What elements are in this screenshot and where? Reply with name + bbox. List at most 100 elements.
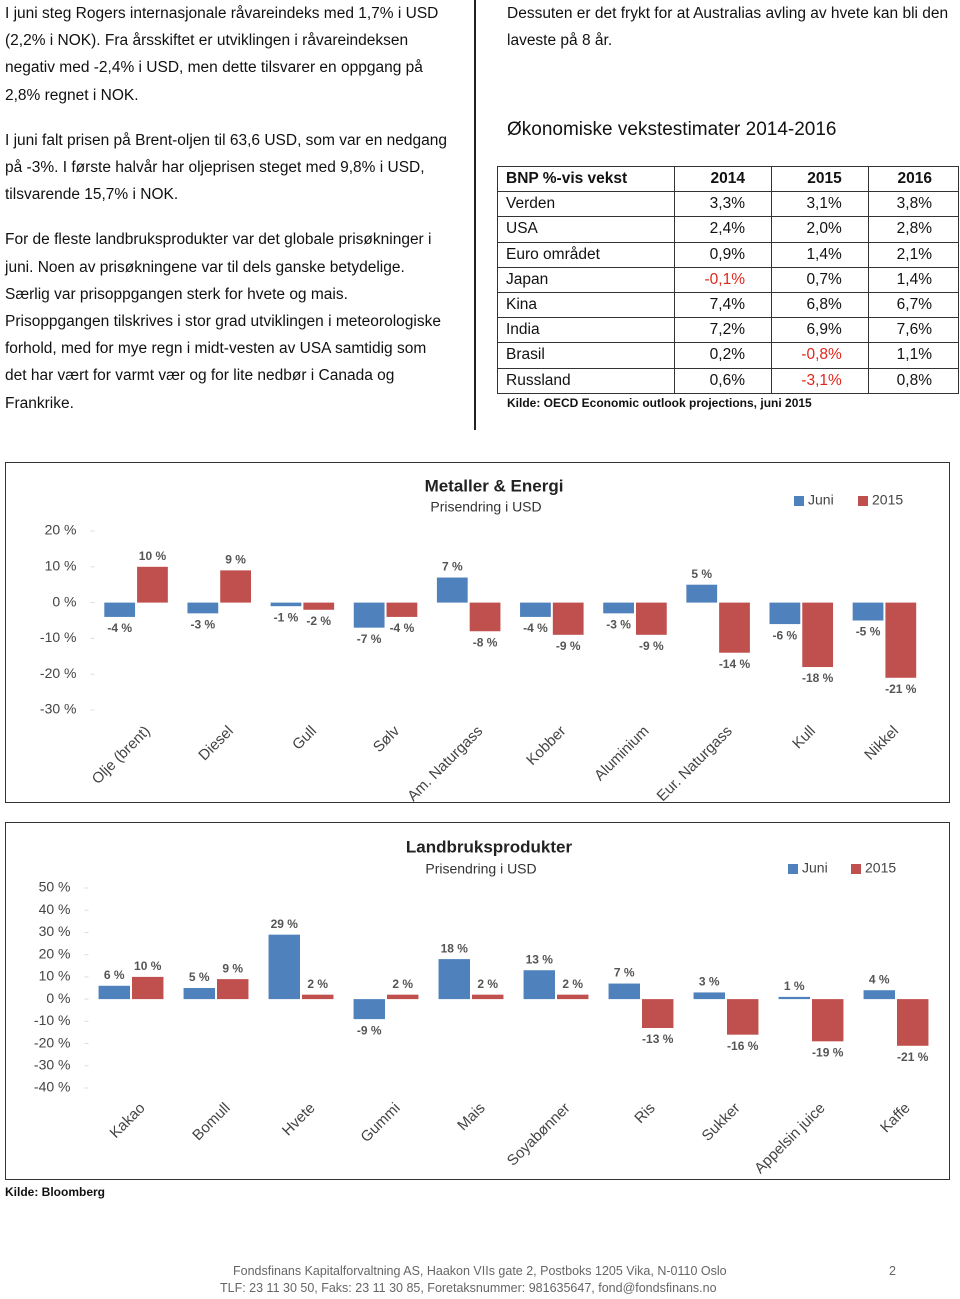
y-tick-label: -10 %	[34, 1012, 71, 1028]
legend-swatch	[794, 496, 804, 506]
data-label: -21 %	[897, 1050, 929, 1064]
data-label: 2 %	[307, 977, 328, 991]
y-tick-label: -30 %	[40, 701, 77, 717]
value-cell: 6,8%	[770, 291, 869, 319]
legend-swatch	[858, 496, 868, 506]
x-tick-label: Gummi	[357, 1100, 403, 1146]
bar	[642, 999, 674, 1028]
bar	[897, 999, 929, 1046]
bar	[438, 959, 470, 1000]
data-label: 9 %	[222, 961, 243, 975]
bar	[98, 985, 130, 1000]
value-cell: 6,7%	[867, 291, 960, 319]
data-label: 7 %	[442, 560, 463, 574]
data-label: -21 %	[885, 682, 917, 696]
value-cell: 0,8%	[867, 367, 960, 394]
country-cell: Japan	[496, 266, 676, 293]
country-cell: Kina	[496, 291, 676, 319]
y-tick-label: 20 %	[45, 522, 77, 538]
data-label: -16 %	[727, 1039, 759, 1053]
bar	[608, 983, 640, 1000]
header-cell: BNP %-vis vekst	[496, 165, 676, 193]
value-cell: 0,6%	[674, 367, 772, 394]
value-cell: 0,9%	[674, 241, 772, 268]
data-label: -6 %	[773, 628, 798, 642]
table-row: Japan -0,1% 0,7% 1,4%	[496, 266, 960, 293]
country-cell: USA	[496, 216, 676, 243]
x-tick-label: Eur. Naturgass	[654, 723, 736, 803]
data-label: 18 %	[441, 941, 469, 955]
legend-swatch	[851, 864, 861, 874]
x-tick-label: Gull	[289, 723, 320, 754]
chart-title: Metaller & Energi	[425, 476, 564, 495]
bar	[302, 994, 334, 1000]
country-cell: Euro området	[496, 241, 676, 268]
value-cell: 3,3%	[674, 191, 772, 218]
data-label: 2 %	[392, 977, 413, 991]
value-cell: 2,1%	[867, 241, 960, 268]
y-tick-label: -20 %	[34, 1034, 71, 1050]
x-tick-label: Kaffe	[877, 1100, 914, 1137]
x-tick-label: Soyabønner	[504, 1100, 574, 1170]
footer-contact: TLF: 23 11 30 50, Faks: 23 11 30 85, For…	[220, 1281, 717, 1295]
x-tick-label: Diesel	[195, 723, 236, 764]
bar	[270, 602, 302, 607]
bar	[693, 992, 725, 1000]
x-tick-label: Bomull	[189, 1100, 233, 1144]
data-label: -19 %	[812, 1046, 844, 1060]
header-cell: 2014	[674, 165, 772, 193]
country-cell: India	[496, 317, 676, 344]
data-label: -14 %	[719, 657, 751, 671]
data-label: 29 %	[271, 917, 299, 931]
data-label: 7 %	[614, 966, 635, 980]
value-cell: -0,1%	[674, 266, 772, 293]
bar	[635, 602, 667, 635]
data-label: -9 %	[639, 639, 664, 653]
bar	[217, 979, 249, 1000]
paragraph: I juni steg Rogers internasjonale råvare…	[5, 5, 439, 104]
bar	[436, 577, 468, 603]
x-tick-label: Sukker	[699, 1100, 744, 1145]
bar	[353, 602, 385, 628]
column-divider	[474, 0, 476, 430]
value-cell: 2,0%	[770, 216, 869, 243]
x-tick-label: Mais	[454, 1100, 488, 1134]
value-cell: 0,7%	[770, 266, 869, 293]
legend-label: Juni	[802, 860, 828, 876]
bar	[686, 584, 718, 603]
data-label: -2 %	[306, 614, 331, 628]
bar	[812, 999, 844, 1042]
chart-subtitle: Prisendring i USD	[430, 499, 541, 515]
chart-title: Landbruksprodukter	[406, 837, 573, 856]
x-tick-label: Kobber	[523, 723, 569, 769]
bar	[719, 602, 750, 653]
data-label: -4 %	[107, 621, 132, 635]
value-cell: 2,4%	[674, 216, 772, 243]
data-label: 10 %	[134, 959, 162, 973]
data-label: -9 %	[357, 1023, 382, 1037]
bar	[137, 566, 168, 603]
bar	[386, 602, 418, 617]
bar	[132, 976, 164, 1000]
bar	[303, 602, 335, 610]
table-row: India 7,2% 6,9% 7,6%	[496, 317, 960, 344]
value-cell: 7,6%	[867, 317, 960, 344]
header-cell: 2015	[770, 165, 869, 193]
data-label: -9 %	[556, 639, 581, 653]
table-row: Russland 0,6% -3,1% 0,8%	[496, 367, 960, 394]
data-label: -3 %	[190, 618, 215, 632]
data-label: 4 %	[869, 972, 890, 986]
y-tick-label: 50 %	[39, 879, 71, 895]
bar	[469, 602, 501, 632]
data-label: -4 %	[390, 621, 415, 635]
bar	[863, 990, 895, 1000]
data-label: -18 %	[802, 671, 834, 685]
y-tick-label: 10 %	[45, 558, 77, 574]
data-label: -5 %	[856, 625, 881, 639]
value-cell: -3,1%	[770, 367, 869, 394]
legend-label: 2015	[865, 860, 896, 876]
legend-label: Juni	[808, 492, 834, 508]
value-cell: 1,1%	[867, 342, 960, 369]
x-tick-label: Nikkel	[861, 723, 902, 764]
